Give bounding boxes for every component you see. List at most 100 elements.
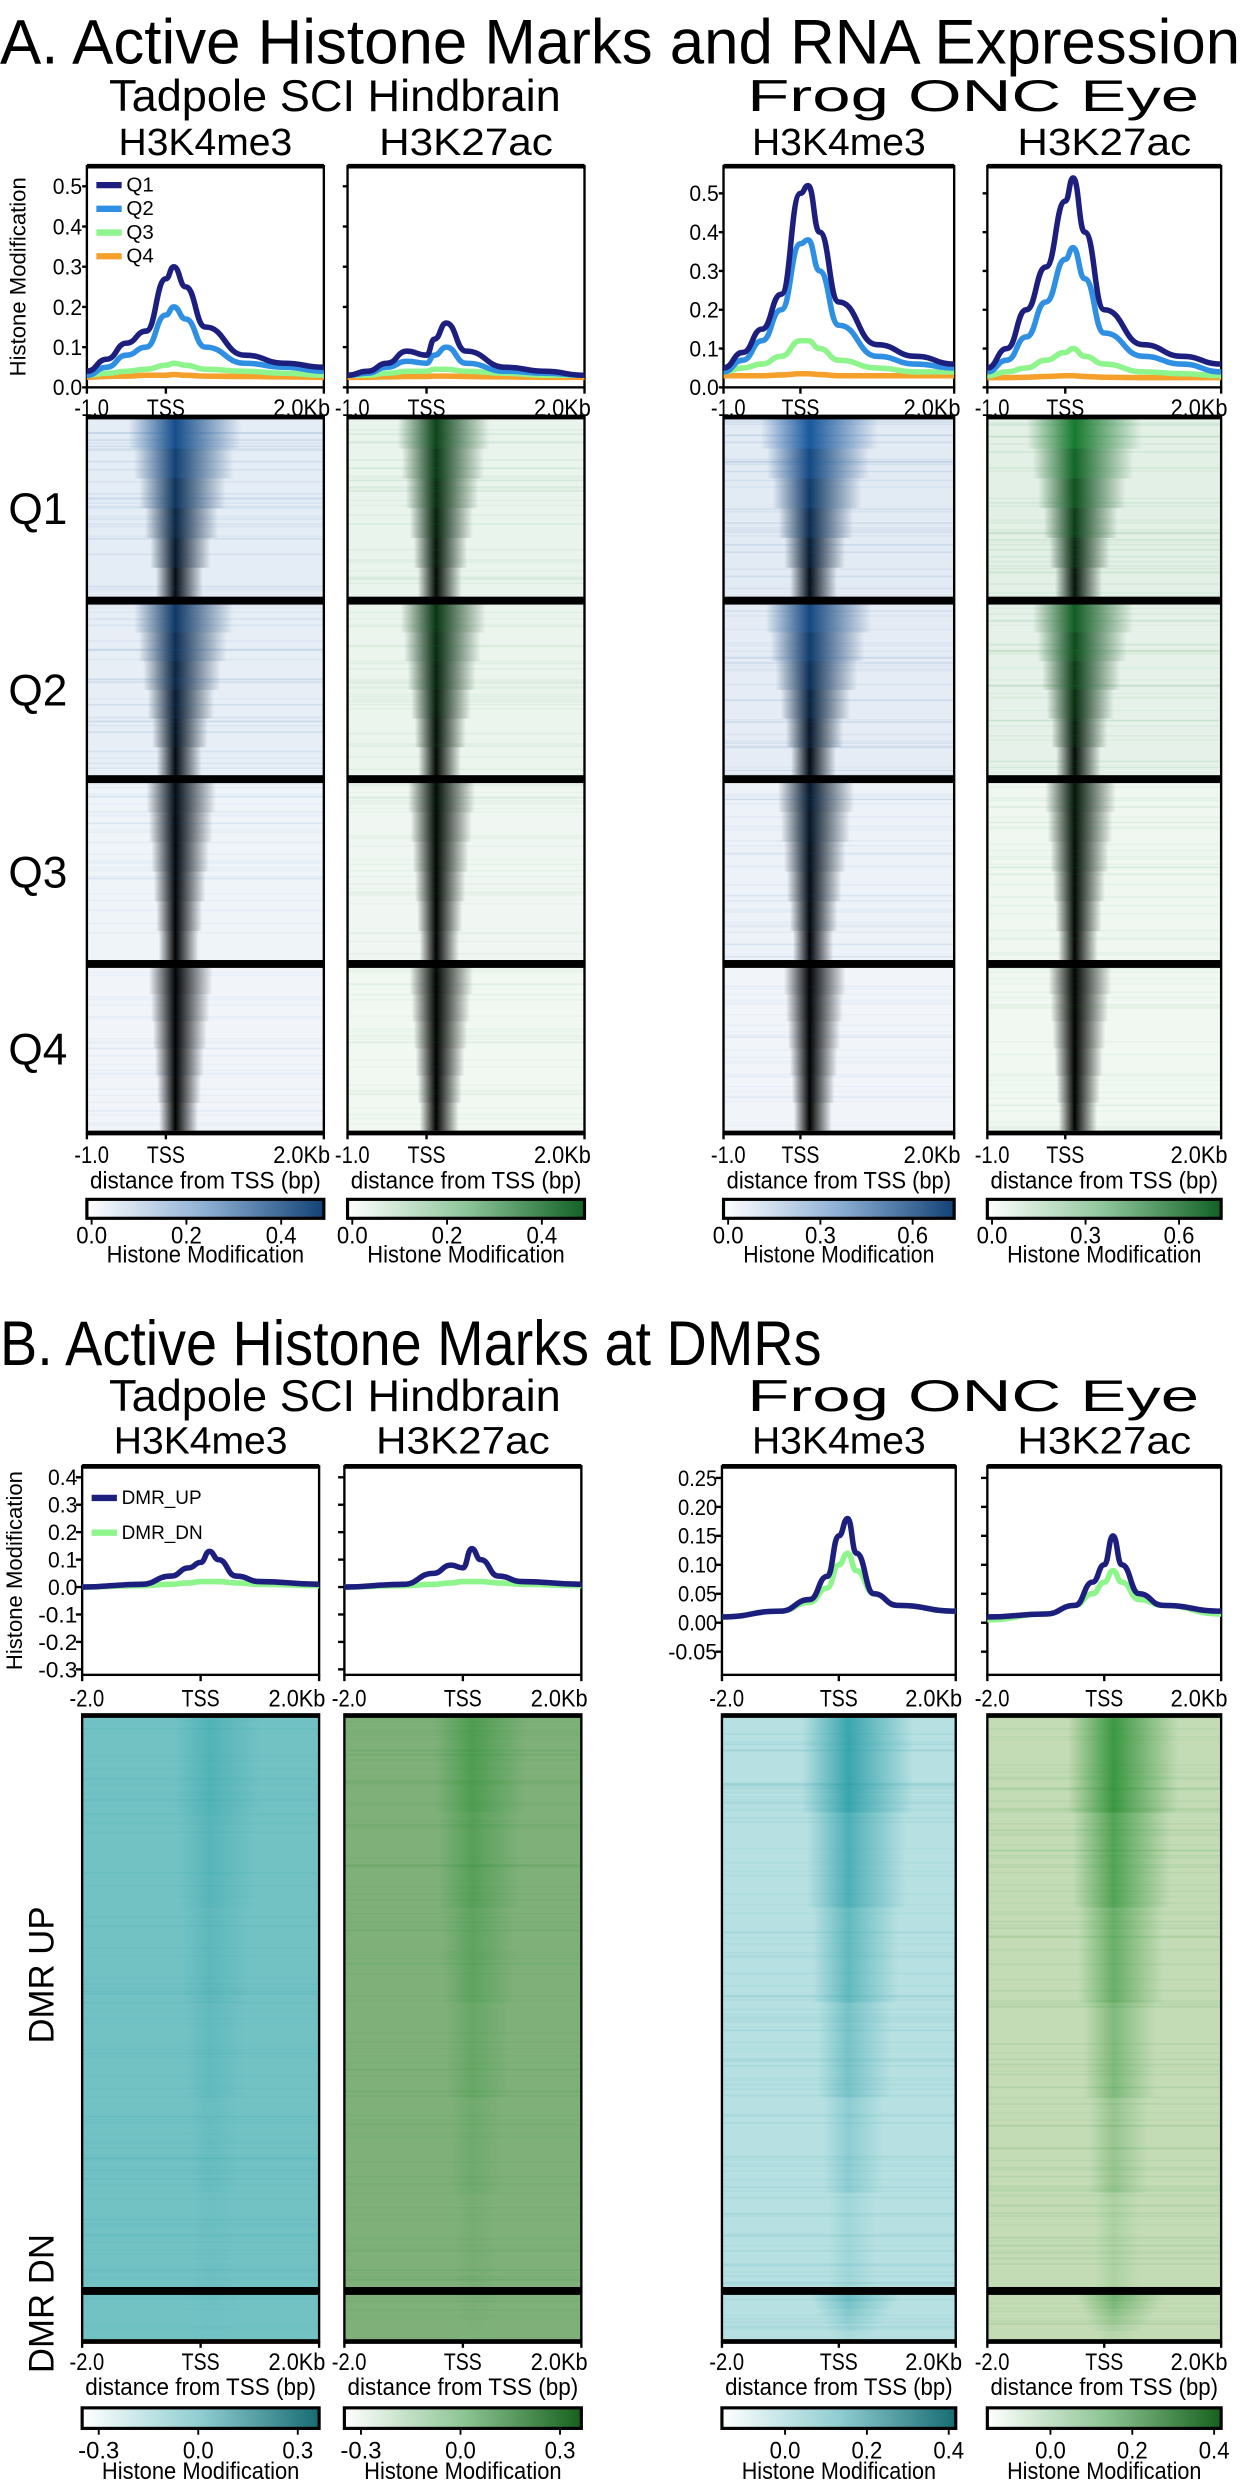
y-tick-label: 0.4 (48, 1465, 77, 1490)
x-axis-label: distance from TSS (bp) (991, 1168, 1218, 1194)
heatmap-signal-band (723, 418, 955, 450)
heatmap-signal-band (86, 1021, 324, 1050)
heatmap-signal-band (82, 2192, 320, 2289)
colorbar-tick-label: 0.4 (1199, 2438, 1230, 2464)
colorbar-tick-label: 0.4 (933, 2438, 964, 2464)
colorbar-tick-label: 0.3 (1070, 1224, 1101, 1250)
colorbar-tick-label: -0.3 (340, 2438, 381, 2464)
mark-title: H3K4me3 (118, 122, 292, 164)
heatmap-signal-band (723, 1075, 955, 1104)
series-line-q3 (723, 338, 955, 375)
y-tick-label: 0.2 (53, 295, 82, 320)
heatmap-signal-band (721, 2330, 956, 2340)
colorbar-tick-label: 0.4 (526, 1224, 557, 1250)
heatmap-signal-band (987, 901, 1222, 932)
heatmap-signal-band (344, 2192, 582, 2289)
x-tick-label: TSS (1046, 1143, 1084, 1169)
heatmap-signal-band (344, 1717, 582, 1814)
heatmap-signal-band (987, 2301, 1222, 2310)
heatmap-signal-band (721, 2308, 956, 2318)
heatmap-signal-band (86, 994, 324, 1023)
heatmap-group-separator (86, 775, 324, 784)
colorbar-tick-label: 0.4 (266, 1224, 297, 1250)
heatmap-signal-band (721, 2097, 956, 2194)
colorbar-tick-label: 0.0 (337, 1224, 368, 1250)
colorbar (85, 1197, 326, 1220)
x-tick-label: 2.0Kb (531, 1686, 588, 1712)
y-tick-label: 0.4 (53, 214, 82, 239)
x-tick-label: TSS (781, 1143, 819, 1169)
heatmap-signal-band (86, 448, 324, 480)
heatmap-signal-band (347, 718, 585, 749)
y-tick-label: 0.05 (678, 1582, 717, 1607)
heatmap-signal-band (987, 603, 1222, 634)
colorbar-tick-label: 0.2 (432, 1224, 463, 1250)
colorbar-tick-label: 0.3 (282, 2438, 313, 2464)
series-line-dmr_up (721, 1515, 956, 1620)
series-line-q2 (723, 237, 955, 375)
heatmap-group-label: Q3 (8, 848, 67, 897)
heatmap-signal-band (723, 661, 955, 691)
x-tick-label: 2.0Kb (269, 1686, 326, 1712)
heatmap-group-separator (723, 596, 955, 605)
heatmap-signal-band (721, 2294, 956, 2303)
heatmap-signal-band (86, 967, 324, 996)
heatmap-signal-band (721, 2301, 956, 2310)
heatmap-signal-band (987, 1075, 1222, 1104)
x-tick-label: 2.0Kb (904, 1143, 961, 1169)
colorbar-tick-label: 0.3 (545, 2438, 576, 2464)
heatmap-signal-band (723, 782, 955, 813)
heatmap-signal-band (347, 931, 585, 962)
heatmap-signal-band (987, 661, 1222, 691)
colorbar (720, 2406, 958, 2430)
heatmap-signal-band (723, 994, 955, 1023)
heatmap-signal-band (344, 2294, 582, 2303)
x-tick-label: -2.0 (975, 2350, 1010, 2376)
heatmap-signal-band (987, 2097, 1222, 2194)
colorbar-tick-label: 0.2 (171, 1224, 202, 1250)
heatmap-signal-band (723, 632, 955, 662)
x-axis-label: distance from TSS (bp) (351, 1168, 582, 1194)
y-tick-label: 0.0 (689, 375, 718, 400)
heatmap-signal-band (987, 418, 1222, 450)
profile-plot-frame (346, 165, 586, 389)
x-axis-label: distance from TSS (bp) (727, 1168, 951, 1194)
x-tick-label: -1.0 (335, 1143, 370, 1169)
heatmap-group-separator (987, 596, 1222, 605)
heatmap-signal-band (347, 871, 585, 903)
heatmap-signal-band (721, 1717, 956, 1814)
mark-title: H3K27ac (376, 1421, 550, 1463)
heatmap-group-separator (721, 2287, 956, 2295)
heatmap-signal-band (82, 2330, 320, 2340)
y-tick-label: 0.1 (48, 1548, 77, 1573)
heatmap-group-separator (347, 960, 585, 968)
x-tick-label: -2.0 (709, 1686, 744, 1712)
heatmap-signal-band (723, 1102, 955, 1131)
x-tick-label: TSS (820, 1686, 858, 1712)
y-tick-label: -0.2 (38, 1630, 77, 1655)
heatmap-group-separator (347, 596, 585, 605)
heatmap-signal-band (723, 478, 955, 509)
heatmap-signal-band (987, 2002, 1222, 2099)
heatmap-signal-band (86, 632, 324, 662)
heatmap-signal-band (86, 812, 324, 843)
heatmap-group-separator (987, 960, 1222, 968)
x-tick-label: TSS (182, 2350, 220, 2376)
colorbar-tick-label: 0.0 (1035, 2438, 1066, 2464)
heatmap-signal-band (86, 931, 324, 962)
heatmap-signal-band (721, 2316, 956, 2325)
colorbar (985, 2406, 1223, 2430)
heatmap-signal-band (344, 2301, 582, 2310)
series-line-q4 (987, 372, 1222, 381)
x-tick-label: -2.0 (709, 2350, 744, 2376)
x-tick-label: -1.0 (711, 1143, 746, 1169)
y-tick-label: 0.3 (53, 255, 82, 280)
x-tick-label: TSS (444, 1686, 482, 1712)
heatmap-signal-band (987, 1048, 1222, 1077)
heatmap-group-separator (987, 2287, 1222, 2295)
x-tick-label: 2.0Kb (1171, 2350, 1228, 2376)
heatmap-signal-band (86, 1075, 324, 1104)
x-tick-label: -2.0 (332, 1686, 367, 1712)
colorbar-tick-label: 0.3 (805, 1224, 836, 1250)
mark-title: H3K4me3 (114, 1421, 288, 1463)
